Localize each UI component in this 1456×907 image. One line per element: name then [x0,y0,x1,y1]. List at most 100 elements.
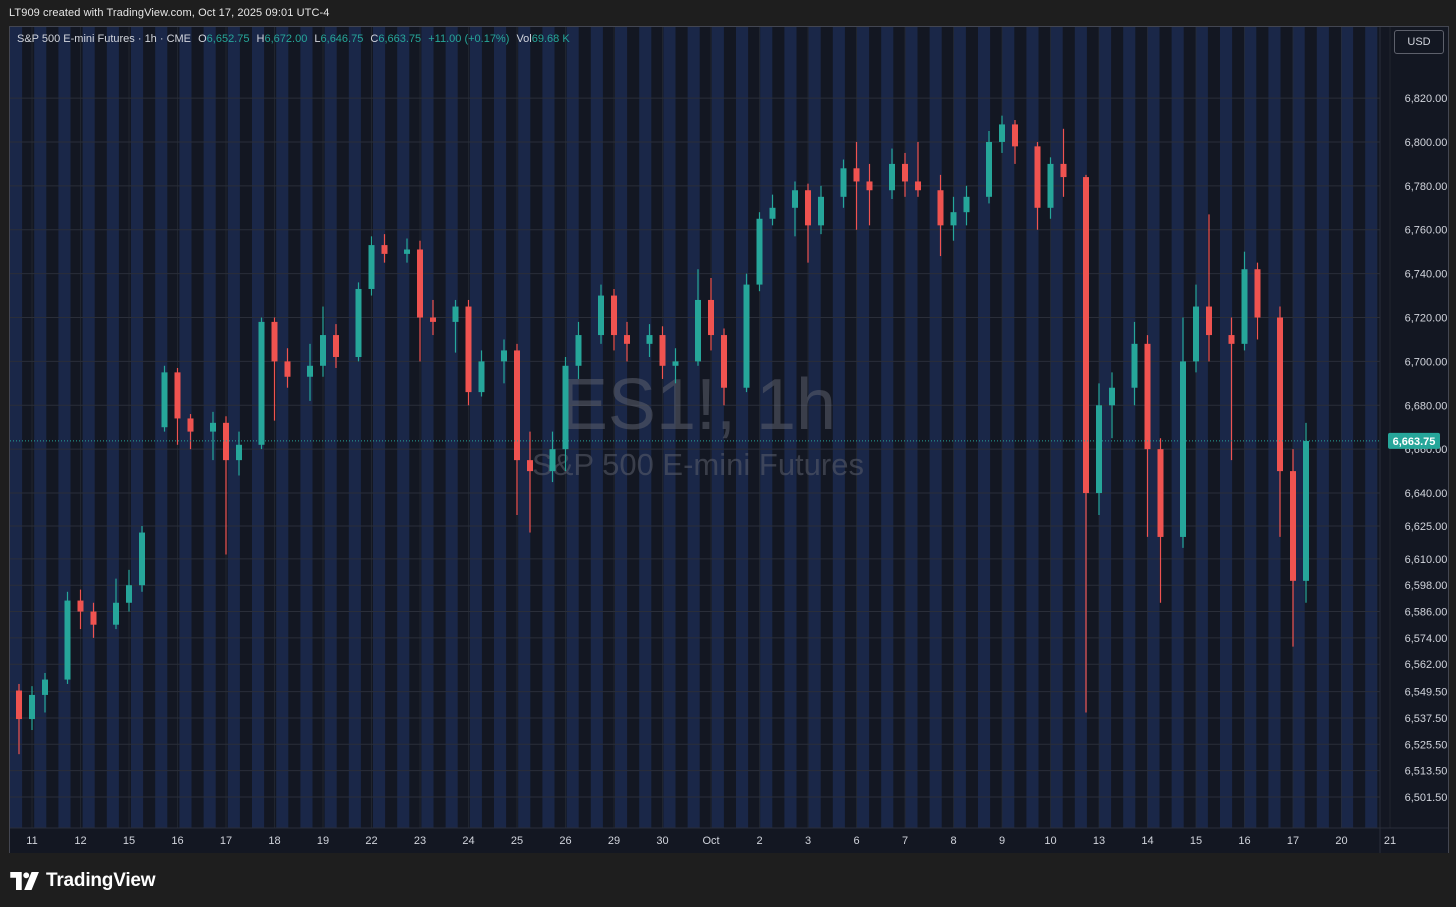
candle [1193,284,1199,373]
x-tick-label: 14 [1141,835,1153,847]
tradingview-brand[interactable]: TradingView [10,870,156,892]
candle [139,525,145,592]
candle [381,234,388,263]
current-price-marker: 6,663.75 [10,432,1440,449]
candle-body [90,611,97,625]
candle-body [514,350,520,461]
candle-body [937,190,944,226]
candle [1034,141,1041,230]
candle-body [1254,269,1261,318]
candle [1083,174,1089,713]
x-tick-label: 8 [950,835,956,847]
candle-body [1193,306,1199,362]
candle-body [210,422,216,432]
candle-body [708,299,714,336]
candle-body [1206,306,1212,336]
candle-body [333,335,339,358]
brand-name: TradingView [46,870,156,891]
candle [174,367,181,445]
candle [1047,157,1054,219]
candle-body [950,212,957,226]
price-chart[interactable]: ES1!, 1h S&P 500 E-mini Futures 6,820.00… [10,27,1448,854]
session-band [1316,27,1329,828]
chart-panel[interactable]: ES1!, 1h S&P 500 E-mini Futures 6,820.00… [9,26,1449,855]
candle [1144,335,1151,537]
candle [853,141,860,230]
session-band [542,27,555,828]
candle [549,431,556,483]
session-band [953,27,966,828]
legend-close-label: C [370,33,379,45]
legend-symbol[interactable]: S&P 500 E-mini Futures · 1h · CME [17,33,192,45]
session-band [1365,27,1378,828]
x-tick-label: 22 [365,835,377,847]
candle-body [1109,387,1115,406]
x-tick-label: 9 [999,835,1005,847]
current-price-label: 6,663.75 [1393,436,1436,448]
candle [1157,438,1164,603]
candle-body [902,163,908,182]
footer: TradingView [0,853,1456,907]
session-band [421,27,434,828]
candle [695,269,701,366]
candle-body [368,245,375,289]
x-tick-label: Oct [702,835,719,847]
x-tick-label: 19 [317,835,329,847]
y-tick-label: 6,820.00 [1405,93,1448,105]
candle-body [139,532,145,586]
session-band [1002,27,1015,828]
session-band [373,27,386,828]
session-band [203,27,216,828]
session-band [276,27,289,828]
y-tick-label: 6,501.50 [1405,792,1448,804]
legend-open: 6,652.75 [206,33,250,45]
session-band [1171,27,1184,828]
y-tick-label: 6,525.50 [1405,739,1448,751]
candle [1277,306,1283,537]
legend-open-label: O [198,33,207,45]
candle [29,686,35,731]
candle [368,236,375,296]
candle-body [999,124,1005,142]
candle [514,343,520,515]
candle-body [889,163,895,191]
tradingview-logo-icon [10,872,39,890]
session-band [58,27,71,828]
session-band [711,27,724,828]
session-band [1195,27,1208,828]
x-tick-label: 15 [1190,835,1202,847]
candle-body [1034,146,1041,208]
session-band [300,27,313,828]
candle-body [126,585,132,603]
candle-body [1012,124,1018,147]
candle [1096,383,1102,515]
candle-body [659,335,666,366]
candle-body [417,249,423,318]
session-band [1026,27,1039,828]
candle-body [1303,440,1309,581]
x-tick-label: 18 [268,835,280,847]
session-band [1292,27,1305,828]
session-band [445,27,458,828]
candle-body [598,295,604,336]
session-band [1244,27,1257,828]
y-tick-label: 6,780.00 [1405,181,1448,193]
candle-body [1131,343,1138,388]
candle [902,152,908,197]
candle [465,299,472,406]
x-tick-label: 16 [1238,835,1250,847]
currency-selector[interactable]: USD [1394,30,1444,54]
candle-body [284,361,291,377]
candle-body [1277,317,1283,472]
symbol-legend[interactable]: S&P 500 E-mini Futures · 1h · CME O6,652… [17,33,570,45]
candle-body [161,372,168,428]
x-tick-label: 29 [608,835,620,847]
x-tick-label: 10 [1044,835,1056,847]
legend-vol-label: Vol [516,33,532,45]
session-band [857,27,870,828]
candle [963,185,970,226]
candle-body [818,196,824,226]
candle [223,416,229,555]
candle-body [113,602,119,625]
candle-body [187,418,194,432]
